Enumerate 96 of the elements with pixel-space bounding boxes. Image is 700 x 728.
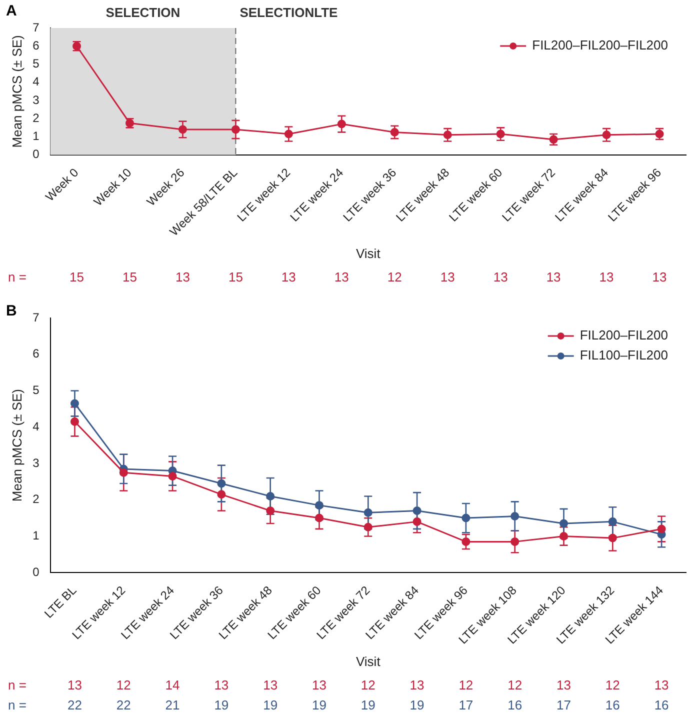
text: 21 bbox=[165, 698, 180, 713]
text: 13 bbox=[652, 270, 667, 285]
y-tick-label: 3 bbox=[32, 456, 40, 470]
text: 13 bbox=[440, 270, 455, 285]
x-axis-title: Visit bbox=[356, 246, 381, 261]
point bbox=[266, 492, 275, 500]
point bbox=[608, 534, 617, 542]
y-tick-label: 7 bbox=[32, 20, 40, 34]
point bbox=[119, 468, 128, 477]
chart-title: A bbox=[6, 2, 17, 20]
text: 19 bbox=[312, 698, 326, 713]
text: 12 bbox=[116, 678, 131, 693]
y-tick-label: 1 bbox=[32, 129, 40, 144]
text: 17 bbox=[458, 698, 474, 713]
point bbox=[608, 517, 617, 526]
text: 16 bbox=[605, 698, 620, 713]
text: 13 bbox=[281, 270, 296, 285]
y-tick-label: 1 bbox=[32, 528, 40, 543]
y-tick-label: 6 bbox=[32, 346, 40, 361]
text: 17 bbox=[556, 698, 571, 713]
legend-label: FIL100–FIL200 bbox=[580, 348, 668, 363]
ref-line-label: SELECTIONLTE bbox=[240, 5, 338, 20]
y-tick-label: 0 bbox=[32, 147, 40, 162]
text: 12 bbox=[458, 678, 474, 693]
point bbox=[657, 524, 666, 534]
text: n = bbox=[8, 678, 26, 693]
y-tick-label: 0 bbox=[32, 564, 40, 579]
point bbox=[168, 472, 177, 480]
text: 19 bbox=[263, 698, 278, 713]
text: 13 bbox=[556, 678, 571, 693]
x-axis-title: Visit bbox=[356, 654, 381, 669]
x-tick-label: LTE BL bbox=[42, 583, 80, 621]
legend-label: FIL200–FIL200–FIL200 bbox=[532, 38, 668, 53]
text: 13 bbox=[334, 270, 349, 285]
point bbox=[284, 130, 293, 138]
point bbox=[559, 532, 568, 540]
point bbox=[70, 417, 79, 426]
text: 19 bbox=[410, 698, 424, 713]
y-tick-label: 4 bbox=[32, 419, 40, 434]
y-tick-label: 4 bbox=[32, 74, 40, 89]
y-tick-label: 3 bbox=[32, 92, 40, 107]
point bbox=[364, 508, 372, 517]
point bbox=[364, 522, 372, 532]
text: 13 bbox=[546, 270, 561, 285]
point bbox=[217, 490, 226, 499]
text: 16 bbox=[508, 698, 522, 713]
text: 12 bbox=[508, 678, 522, 693]
point bbox=[462, 537, 470, 546]
point bbox=[559, 519, 568, 528]
text: 19 bbox=[360, 698, 376, 713]
y-axis-title: Mean pMCS (± SE) bbox=[9, 35, 24, 148]
y-tick-label: 5 bbox=[32, 383, 40, 398]
point bbox=[217, 479, 226, 488]
y-tick-label: 2 bbox=[32, 492, 40, 506]
point bbox=[70, 399, 79, 408]
point bbox=[412, 517, 422, 526]
point bbox=[314, 501, 324, 510]
text: 15 bbox=[122, 270, 137, 285]
point bbox=[266, 506, 275, 516]
y-tick-label: 7 bbox=[32, 310, 40, 324]
text: 13 bbox=[263, 678, 278, 693]
text: 16 bbox=[654, 698, 669, 713]
text: 13 bbox=[175, 270, 190, 285]
text: 12 bbox=[605, 678, 620, 693]
point bbox=[462, 514, 470, 522]
text: 12 bbox=[360, 678, 376, 693]
text: 13 bbox=[214, 678, 229, 693]
text: 13 bbox=[67, 678, 82, 693]
text: 13 bbox=[410, 678, 424, 693]
text: 14 bbox=[165, 678, 180, 693]
point bbox=[412, 506, 422, 516]
text: 13 bbox=[654, 678, 669, 693]
point bbox=[510, 537, 520, 546]
text: 22 bbox=[67, 698, 82, 713]
y-axis-title: Mean pMCS (± SE) bbox=[9, 389, 24, 502]
y-tick-label: 2 bbox=[32, 110, 40, 125]
text: 12 bbox=[387, 270, 402, 285]
point bbox=[337, 120, 346, 128]
point bbox=[510, 512, 520, 520]
text: n = bbox=[8, 698, 26, 713]
point bbox=[178, 125, 187, 134]
text: 15 bbox=[70, 270, 84, 285]
text: 22 bbox=[116, 698, 131, 713]
legend-label: FIL200–FIL200 bbox=[580, 328, 668, 343]
point bbox=[314, 514, 324, 522]
band-label: SELECTION bbox=[106, 5, 180, 20]
chart-title: B bbox=[6, 302, 17, 320]
text: 19 bbox=[214, 698, 229, 713]
text: 13 bbox=[599, 270, 614, 285]
text: 13 bbox=[312, 678, 326, 693]
point bbox=[231, 125, 240, 134]
y-tick-label: 6 bbox=[32, 38, 40, 52]
text: 13 bbox=[493, 270, 508, 285]
text: n = bbox=[8, 270, 26, 285]
y-tick-label: 5 bbox=[32, 56, 40, 71]
text: 15 bbox=[228, 270, 243, 285]
